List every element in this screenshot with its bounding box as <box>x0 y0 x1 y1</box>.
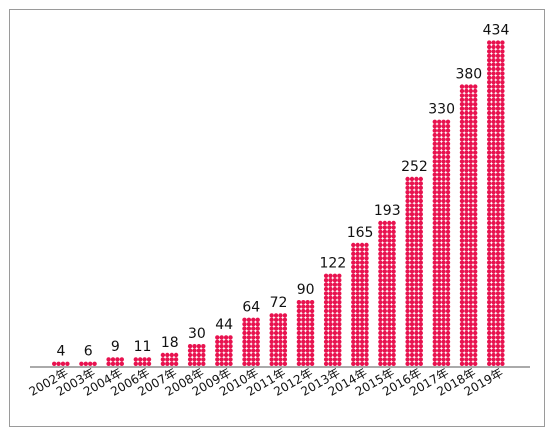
value-label: 122 <box>320 256 347 272</box>
bar-2009年 <box>215 335 233 366</box>
bar-2012年 <box>296 300 315 366</box>
bar-2018年 <box>459 84 478 366</box>
bar-2004年 <box>106 357 125 366</box>
bar-2016年 <box>405 176 423 366</box>
value-label: 64 <box>242 300 260 316</box>
bar-2006年 <box>133 357 152 366</box>
value-label: 90 <box>297 282 315 298</box>
bar-2010年 <box>242 317 260 366</box>
value-label: 330 <box>428 102 455 118</box>
bar-2014年 <box>351 242 369 366</box>
bars-group <box>52 40 505 366</box>
category-labels-group: 2002年2003年2004年2006年2007年2008年2009年2010年… <box>27 365 506 398</box>
value-label: 18 <box>161 335 179 351</box>
value-label: 252 <box>401 159 428 175</box>
value-label: 72 <box>270 295 288 311</box>
bar-2008年 <box>187 344 206 366</box>
value-label: 6 <box>84 344 93 360</box>
value-label: 9 <box>111 339 120 355</box>
bar-2015年 <box>378 220 396 366</box>
bar-2011年 <box>269 313 288 366</box>
value-label: 11 <box>134 339 152 355</box>
value-label: 4 <box>57 344 66 360</box>
chart-frame <box>9 9 545 427</box>
bar-2013年 <box>323 273 342 366</box>
bar-2002年 <box>52 361 70 366</box>
value-label: 380 <box>455 66 482 82</box>
value-label: 434 <box>483 22 510 38</box>
bar-2019年 <box>487 40 505 366</box>
value-label: 30 <box>188 326 206 342</box>
bar-2007年 <box>160 352 179 366</box>
bar-2017年 <box>432 119 451 366</box>
value-label: 193 <box>374 203 401 219</box>
bar-2003年 <box>79 361 97 366</box>
value-label: 44 <box>215 317 233 333</box>
value-label: 165 <box>347 225 374 241</box>
